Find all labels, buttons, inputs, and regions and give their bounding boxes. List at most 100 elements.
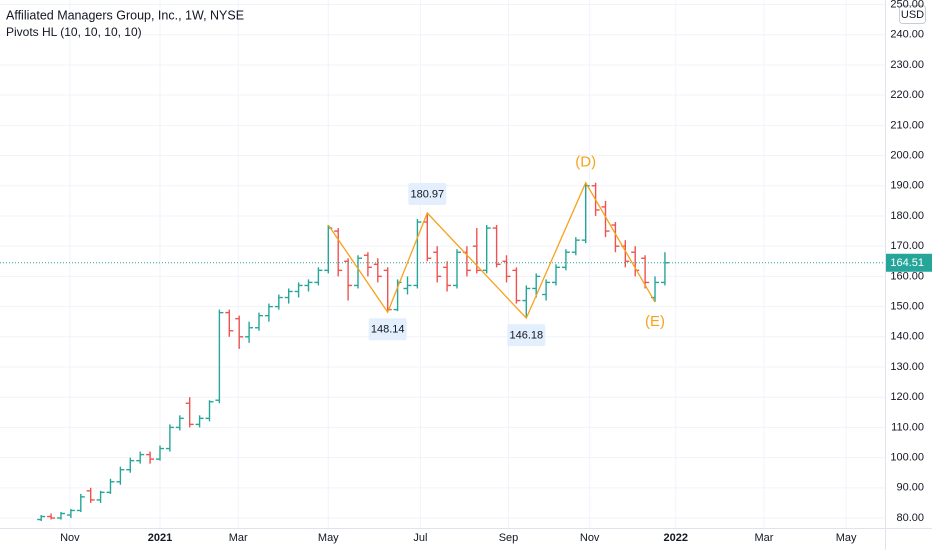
ohlc-bar — [235, 315, 244, 349]
ohlc-bar — [443, 261, 452, 292]
ohlc-bar — [225, 309, 234, 337]
ohlc-bar — [116, 466, 125, 485]
y-tick-label: 150.00 — [890, 300, 924, 312]
ohlc-bar — [314, 267, 323, 286]
ohlc-bar — [502, 255, 511, 283]
y-tick-label: 100.00 — [890, 452, 924, 464]
ohlc-bar — [165, 424, 174, 452]
ohlc-bar — [205, 400, 214, 422]
x-tick-label: Mar — [754, 532, 773, 544]
ohlc-bar — [571, 237, 580, 256]
ohlc-bar — [136, 451, 145, 464]
y-tick-label: 90.00 — [896, 482, 924, 494]
ohlc-bar — [492, 225, 501, 268]
pivot-label-box — [368, 318, 407, 341]
currency-box[interactable] — [899, 5, 926, 24]
ohlc-bar — [47, 513, 56, 520]
ohlc-bar — [403, 276, 412, 295]
y-tick-label: 120.00 — [890, 391, 924, 403]
pivot-label-box — [408, 183, 447, 206]
indicator-label: Pivots HL (10, 10, 10, 10) — [6, 25, 142, 39]
ohlc-bar — [512, 267, 521, 304]
ohlc-bar — [264, 303, 273, 322]
x-tick-label: May — [836, 532, 857, 544]
marks: 148.14 180.97 146.18 (D) (E) — [0, 154, 885, 522]
y-tick-label: 210.00 — [890, 119, 924, 131]
ohlc-bar — [294, 282, 303, 298]
ohlc-bar — [274, 294, 283, 310]
y-tick-label: 130.00 — [890, 361, 924, 373]
ohlc-bar — [155, 445, 164, 461]
pivot-label: 180.97 — [410, 188, 444, 200]
ohlc-bar — [86, 487, 95, 503]
y-tick-label: 200.00 — [890, 149, 924, 161]
ohlc-bar — [522, 285, 531, 319]
ohlc-bar — [601, 200, 610, 238]
ohlc-bar — [373, 258, 382, 283]
y-tick-label: 180.00 — [890, 210, 924, 222]
y-tick-label: 110.00 — [891, 421, 924, 433]
x-tick-label: Sep — [499, 532, 519, 544]
y-tick-label: 230.00 — [890, 59, 924, 71]
y-tick-label: 220.00 — [890, 89, 924, 101]
ohlc-bar — [215, 309, 224, 404]
currency-label[interactable]: USD — [901, 9, 924, 21]
ohlc-bar — [561, 249, 570, 271]
ohlc-bar — [641, 255, 650, 289]
ohlc-bar — [413, 218, 422, 289]
x-tick-label: Mar — [229, 532, 248, 544]
ohlc-bar — [532, 273, 541, 298]
y-tick-label: 170.00 — [890, 240, 924, 252]
grid — [0, 0, 885, 528]
pivot-tag: (D) — [575, 154, 596, 171]
ohlc-bar — [284, 288, 293, 304]
ohlc-bar — [433, 246, 442, 283]
last-price-label: 164.51 — [890, 257, 924, 269]
y-tick-label: 160.00 — [890, 270, 924, 282]
ohlc-bar — [363, 252, 372, 277]
pivot-tag: (E) — [645, 313, 665, 330]
pivot-zigzag — [327, 181, 656, 320]
x-tick-label: May — [318, 532, 339, 544]
ohlc-bar — [353, 255, 362, 289]
y-tick-label: 250.00 — [890, 0, 924, 10]
x-tick-label: Nov — [580, 532, 600, 544]
y-tick-label: 80.00 — [896, 512, 924, 524]
ohlc-bar — [552, 264, 561, 286]
ohlc-bar — [76, 493, 85, 512]
pivot-label-box — [507, 324, 546, 347]
ohlc-bar — [106, 478, 115, 494]
ohlc-bar — [542, 279, 551, 301]
ohlc-bar — [304, 279, 313, 292]
ohlc-bar — [453, 249, 462, 289]
ohlc-bar — [37, 515, 46, 522]
y-tick-label: 140.00 — [890, 331, 924, 343]
ohlc-bar — [56, 511, 65, 520]
y-tick-label: 240.00 — [890, 29, 924, 41]
y-tick-label: 190.00 — [890, 180, 924, 192]
ohlc-bar — [175, 415, 184, 431]
ohlc-bar — [482, 225, 491, 274]
ohlc-bar — [66, 508, 75, 519]
x-tick-label: Nov — [60, 532, 80, 544]
last-price-box — [886, 253, 932, 272]
ohlc-bar — [611, 222, 620, 253]
ohlc-bar — [344, 258, 353, 301]
ohlc-bar — [195, 415, 204, 428]
ohlc-bar — [245, 321, 254, 343]
ohlc-bar — [96, 490, 105, 503]
ohlc-bar — [146, 451, 155, 464]
ohlc-bar — [126, 457, 135, 473]
pivot-label: 148.14 — [371, 324, 405, 336]
x-tick-label: Jul — [413, 532, 427, 544]
chart-title: Affiliated Managers Group, Inc., 1W, NYS… — [6, 8, 244, 22]
ohlc-bar — [334, 228, 343, 277]
ohlc-bar — [185, 397, 194, 428]
x-tick-label: 2022 — [664, 532, 688, 544]
ohlc-bar — [254, 312, 263, 331]
pivot-label: 146.18 — [509, 330, 543, 342]
x-tick-label: 2021 — [148, 532, 172, 544]
